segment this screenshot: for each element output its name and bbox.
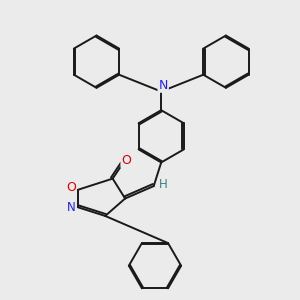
- Text: O: O: [66, 181, 76, 194]
- Text: N: N: [67, 201, 75, 214]
- Text: H: H: [159, 178, 168, 191]
- Text: N: N: [158, 79, 168, 92]
- Text: O: O: [122, 154, 131, 167]
